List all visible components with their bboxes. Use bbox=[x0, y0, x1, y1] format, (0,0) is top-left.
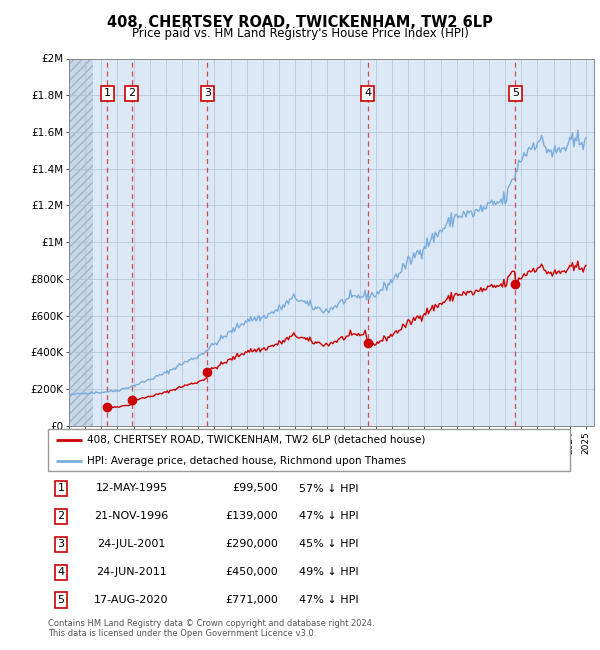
Text: £771,000: £771,000 bbox=[225, 595, 278, 605]
Text: 45% ↓ HPI: 45% ↓ HPI bbox=[299, 540, 358, 549]
Text: 4: 4 bbox=[364, 88, 371, 98]
Text: 3: 3 bbox=[204, 88, 211, 98]
Text: 5: 5 bbox=[512, 88, 519, 98]
Text: 49% ↓ HPI: 49% ↓ HPI bbox=[299, 567, 358, 577]
Text: 408, CHERTSEY ROAD, TWICKENHAM, TW2 6LP (detached house): 408, CHERTSEY ROAD, TWICKENHAM, TW2 6LP … bbox=[87, 435, 425, 445]
Text: 1: 1 bbox=[58, 484, 65, 493]
Text: 4: 4 bbox=[58, 567, 65, 577]
Text: 21-NOV-1996: 21-NOV-1996 bbox=[94, 512, 169, 521]
Text: 408, CHERTSEY ROAD, TWICKENHAM, TW2 6LP: 408, CHERTSEY ROAD, TWICKENHAM, TW2 6LP bbox=[107, 15, 493, 30]
Text: 2: 2 bbox=[58, 512, 65, 521]
Text: Price paid vs. HM Land Registry's House Price Index (HPI): Price paid vs. HM Land Registry's House … bbox=[131, 27, 469, 40]
Bar bbox=[69, 58, 93, 426]
Text: £99,500: £99,500 bbox=[232, 484, 278, 493]
Text: Contains HM Land Registry data © Crown copyright and database right 2024.
This d: Contains HM Land Registry data © Crown c… bbox=[48, 619, 374, 638]
Text: 17-AUG-2020: 17-AUG-2020 bbox=[94, 595, 169, 605]
Text: £290,000: £290,000 bbox=[225, 540, 278, 549]
Text: £450,000: £450,000 bbox=[225, 567, 278, 577]
Text: 47% ↓ HPI: 47% ↓ HPI bbox=[299, 512, 358, 521]
Text: 57% ↓ HPI: 57% ↓ HPI bbox=[299, 484, 358, 493]
Text: 5: 5 bbox=[58, 595, 65, 605]
Text: HPI: Average price, detached house, Richmond upon Thames: HPI: Average price, detached house, Rich… bbox=[87, 456, 406, 465]
Text: £139,000: £139,000 bbox=[225, 512, 278, 521]
Text: 1: 1 bbox=[104, 88, 111, 98]
Text: 24-JUN-2011: 24-JUN-2011 bbox=[96, 567, 167, 577]
Text: 2: 2 bbox=[128, 88, 136, 98]
Text: 3: 3 bbox=[58, 540, 65, 549]
Text: 24-JUL-2001: 24-JUL-2001 bbox=[97, 540, 166, 549]
FancyBboxPatch shape bbox=[48, 429, 570, 471]
Text: 12-MAY-1995: 12-MAY-1995 bbox=[95, 484, 167, 493]
Text: 47% ↓ HPI: 47% ↓ HPI bbox=[299, 595, 358, 605]
